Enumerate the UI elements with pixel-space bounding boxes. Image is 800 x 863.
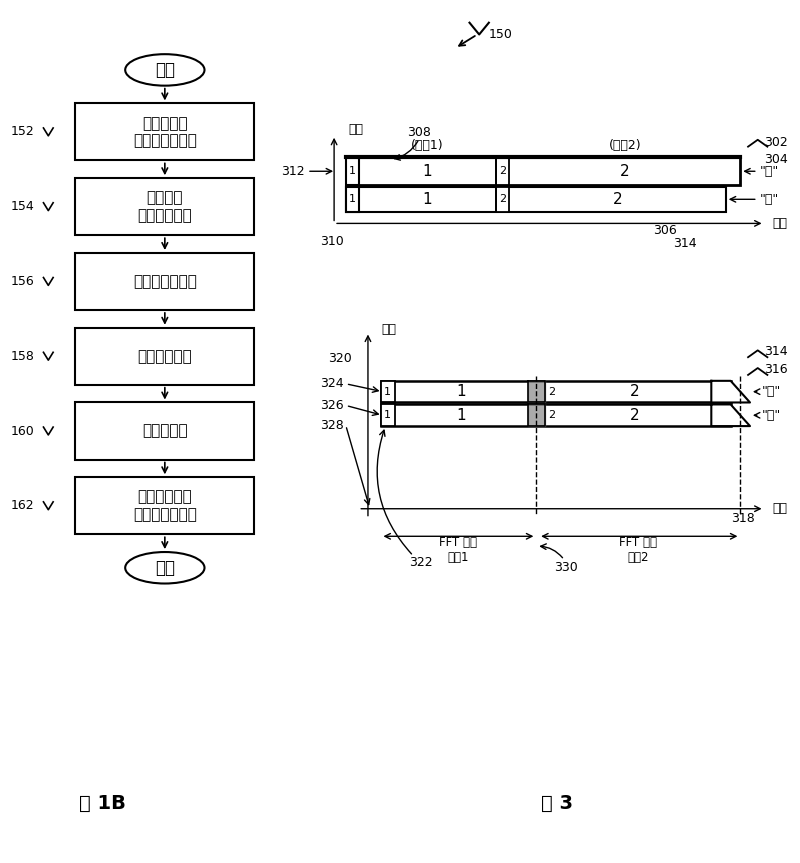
Text: 322: 322 — [410, 557, 433, 570]
Text: 2: 2 — [630, 407, 640, 423]
Text: 314: 314 — [765, 345, 788, 358]
Bar — [75, 178, 254, 236]
Text: 将带变换到时域: 将带变换到时域 — [133, 274, 197, 289]
Text: 组合变换带: 组合变换带 — [142, 424, 188, 438]
Text: 310: 310 — [321, 235, 344, 248]
Text: "红": "红" — [762, 409, 781, 422]
Text: 1: 1 — [349, 167, 356, 176]
Bar — [346, 187, 359, 211]
Text: (符号1): (符号1) — [411, 139, 444, 152]
Text: 2: 2 — [630, 384, 640, 400]
Text: 156: 156 — [11, 275, 34, 288]
Bar — [75, 402, 254, 459]
Text: 150: 150 — [489, 28, 513, 41]
Text: 施加时间延迟: 施加时间延迟 — [138, 349, 192, 363]
Text: 1: 1 — [457, 407, 466, 423]
Ellipse shape — [125, 552, 205, 583]
Text: 328: 328 — [320, 419, 344, 432]
Bar — [496, 187, 510, 211]
Text: 开始: 开始 — [155, 61, 175, 79]
Text: 将数据调制
到正交副载波上: 将数据调制 到正交副载波上 — [133, 116, 197, 148]
Text: 1: 1 — [457, 384, 466, 400]
Text: 162: 162 — [11, 500, 34, 513]
Text: 152: 152 — [11, 125, 34, 138]
Text: 1: 1 — [422, 164, 432, 179]
Text: 2: 2 — [499, 194, 506, 205]
Text: 2: 2 — [620, 164, 630, 179]
Text: 324: 324 — [320, 377, 344, 390]
Text: FFT 窗口
符号2: FFT 窗口 符号2 — [619, 536, 658, 564]
Bar — [381, 405, 395, 426]
Text: 302: 302 — [765, 136, 788, 149]
Text: 将副载波
划分成多个带: 将副载波 划分成多个带 — [138, 191, 192, 223]
Bar — [381, 381, 395, 402]
Text: 时间: 时间 — [772, 217, 787, 230]
Text: 利用组合后的
信号调制光载波: 利用组合后的 信号调制光载波 — [133, 489, 197, 522]
Text: 306: 306 — [654, 224, 677, 236]
Bar — [75, 253, 254, 310]
Text: 结束: 结束 — [155, 558, 175, 576]
Bar — [346, 157, 359, 185]
Bar — [346, 157, 740, 185]
Polygon shape — [711, 381, 750, 402]
Text: 320: 320 — [328, 352, 351, 365]
Text: 1: 1 — [422, 192, 432, 207]
Text: 316: 316 — [765, 362, 788, 375]
Text: "蓝": "蓝" — [762, 385, 781, 398]
Text: 1: 1 — [384, 410, 391, 420]
Polygon shape — [527, 381, 545, 402]
Text: 318: 318 — [730, 512, 754, 525]
Text: 308: 308 — [407, 126, 431, 140]
Text: 304: 304 — [765, 153, 788, 166]
Text: 频率: 频率 — [348, 123, 363, 136]
Text: 312: 312 — [282, 165, 305, 178]
Text: 图 1B: 图 1B — [78, 795, 126, 814]
Bar — [496, 157, 510, 185]
Text: 频率: 频率 — [382, 323, 397, 337]
Bar — [75, 477, 254, 534]
Polygon shape — [711, 405, 750, 426]
Polygon shape — [527, 405, 545, 426]
Text: 330: 330 — [554, 561, 578, 574]
Text: 314: 314 — [673, 236, 696, 249]
Bar — [381, 405, 730, 426]
Text: 2: 2 — [548, 387, 555, 397]
Text: 158: 158 — [11, 350, 34, 362]
Bar — [75, 104, 254, 161]
Text: 1: 1 — [384, 387, 391, 397]
Text: "红": "红" — [760, 192, 779, 205]
Text: 160: 160 — [11, 425, 34, 438]
Bar — [75, 328, 254, 385]
Bar — [381, 381, 730, 402]
Text: 2: 2 — [499, 167, 506, 176]
Text: 图 3: 图 3 — [541, 795, 573, 814]
Text: 2: 2 — [548, 410, 555, 420]
Text: FFT 窗口
符号1: FFT 窗口 符号1 — [439, 536, 478, 564]
Text: "蓝": "蓝" — [760, 165, 779, 178]
Text: 154: 154 — [11, 200, 34, 213]
Text: 1: 1 — [349, 194, 356, 205]
Bar — [346, 187, 726, 211]
Text: 时间: 时间 — [772, 502, 787, 515]
Text: (符号2): (符号2) — [609, 139, 641, 152]
Ellipse shape — [125, 54, 205, 85]
Text: 2: 2 — [613, 192, 622, 207]
Text: 326: 326 — [320, 399, 344, 412]
